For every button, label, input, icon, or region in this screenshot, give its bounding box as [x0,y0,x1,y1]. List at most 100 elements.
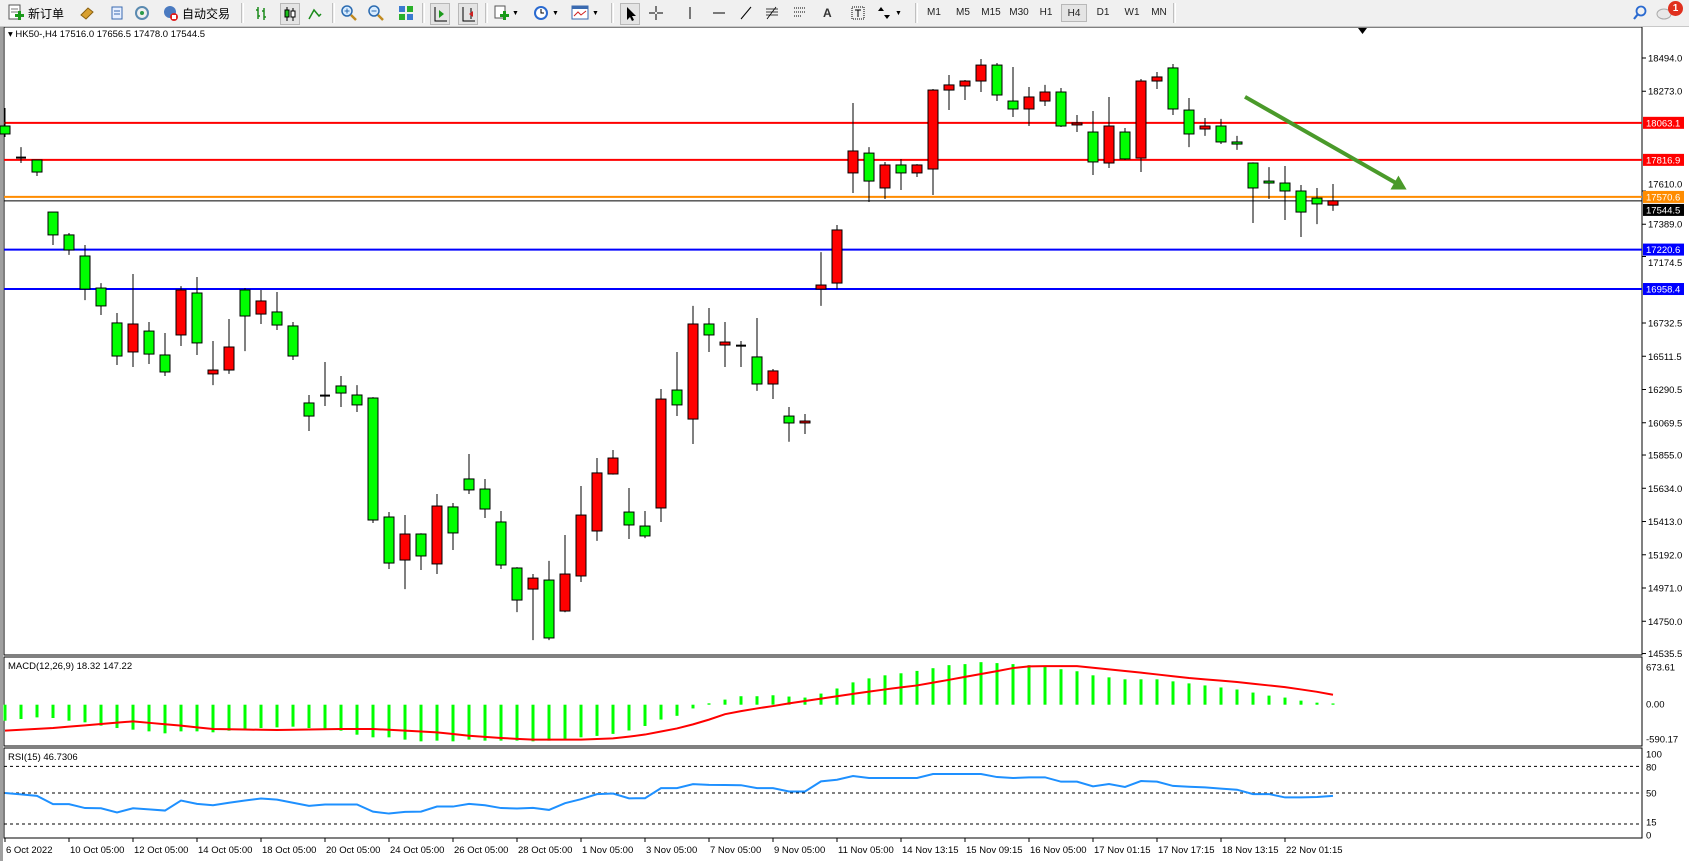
fibonacci-icon [766,6,778,20]
new-order-label: 新订单 [28,6,65,21]
candle [815,252,827,306]
candle [1199,118,1211,136]
auto-scroll-button[interactable] [430,3,450,25]
new-order-button[interactable]: 新订单 [6,3,64,23]
zoom-in-button[interactable] [340,3,358,23]
trendline-icon [740,6,752,20]
timeframe-d1[interactable]: D1 [1096,7,1110,18]
bar-chart-button[interactable] [252,3,270,23]
candle-body [927,89,939,170]
candle-body [623,511,635,526]
trendline-tool[interactable] [737,3,755,23]
cursor-tool[interactable] [620,3,640,25]
timeframe-m5[interactable]: M5 [956,7,970,18]
candle [703,308,715,352]
timeframe-w1[interactable]: W1 [1124,7,1140,18]
book-button[interactable] [78,3,96,23]
timeframe-h4[interactable]: H4 [1061,4,1087,22]
vertical-line-tool[interactable] [681,3,699,23]
chart-shift-marker-icon [1358,28,1367,34]
fibonacci-tool[interactable] [763,3,781,23]
candle-body [591,472,603,532]
zoom-out-icon [368,5,384,21]
candle-body [879,164,891,189]
toolbar-separator [611,3,614,23]
candlestick-button[interactable] [280,3,300,25]
arrows-tool[interactable]: ▼ [875,3,902,23]
arrows-icon [878,7,890,19]
price-tick-label: 15634.0 [1648,484,1682,495]
candle [320,362,330,406]
level-price-label: 17220.6 [1646,245,1680,256]
level-price-label-bg [1643,190,1684,203]
candle [495,510,507,570]
macd-histogram-bar [723,699,727,705]
candle-body [1183,109,1195,135]
zoom-out-button[interactable] [367,3,385,23]
macd-histogram-bar [307,704,311,729]
candle [991,62,1003,102]
dropdown-arrow-icon: ▼ [592,9,599,17]
candle-body [1071,122,1083,126]
periods-icon [534,6,548,20]
templates-button[interactable]: ▼ [570,3,599,23]
price-tick-label: 15413.0 [1648,517,1682,528]
time-axis-label: 15 Nov 09:15 [966,845,1023,856]
timeframe-h1[interactable]: H1 [1039,7,1053,18]
candlestick-icon [284,7,296,21]
timeframe-m1[interactable]: M1 [927,7,941,18]
rsi-axis-label: 0 [1646,831,1651,842]
crosshair-tool[interactable] [647,3,665,23]
cursor-icon [627,7,636,21]
candle [367,397,379,524]
auto-trading-button[interactable]: 自动交易 [162,3,230,23]
macd-histogram-bar [531,704,535,742]
text-label-tool[interactable] [849,3,867,23]
candle-body [495,521,507,566]
horizontal-line-tool[interactable] [710,3,728,23]
candle [191,277,203,355]
candle [239,288,251,352]
macd-panel [3,656,1643,747]
candle [0,107,11,137]
candle [783,407,795,442]
time-axis-label: 24 Oct 05:00 [390,845,444,856]
timeframe-mn[interactable]: MN [1151,7,1167,18]
timeframe-m15[interactable]: M15 [981,7,1001,18]
market-watch-button[interactable] [108,3,126,23]
candle-body [1167,67,1179,110]
level-price-label: 16958.4 [1646,285,1680,296]
search-button[interactable] [1631,3,1649,23]
candle [639,510,651,539]
chart-shift-button[interactable] [458,3,478,25]
time-axis-label: 28 Oct 05:00 [518,845,572,856]
macd-histogram-bar [1123,679,1127,705]
candle [255,289,267,324]
candle-body [543,579,555,639]
candle [47,211,59,246]
price-chart[interactable]: 18494.0 18273.0 17610.0 17389.0 17174.5 16732… [0,27,1689,861]
text-tool[interactable]: A [823,3,832,23]
signals-button[interactable] [133,3,151,23]
candle-body [127,323,139,353]
macd-histogram-bar [739,696,743,705]
price-tick-label: 18273.0 [1648,87,1682,98]
candle [1263,167,1275,199]
channel-tool[interactable] [791,3,809,23]
periods-button[interactable]: ▼ [532,3,559,23]
candle-body [863,152,875,182]
candle [751,317,763,391]
tile-windows-button[interactable] [397,3,415,23]
candle-body [783,415,795,424]
line-chart-button[interactable] [306,3,324,23]
price-tick-label: 14535.5 [1648,649,1682,660]
candle-body [159,354,171,373]
timeframe-m30[interactable]: M30 [1009,7,1029,18]
macd-histogram-bar [499,704,503,741]
chart-window[interactable]: 18494.0 18273.0 17610.0 17389.0 17174.5 16732… [0,27,1689,861]
indicators-button[interactable]: ▼ [492,3,519,23]
macd-histogram-bar [163,704,167,734]
rsi-axis-label: 50 [1646,789,1657,800]
candle [767,368,779,400]
candle-body [527,577,539,590]
